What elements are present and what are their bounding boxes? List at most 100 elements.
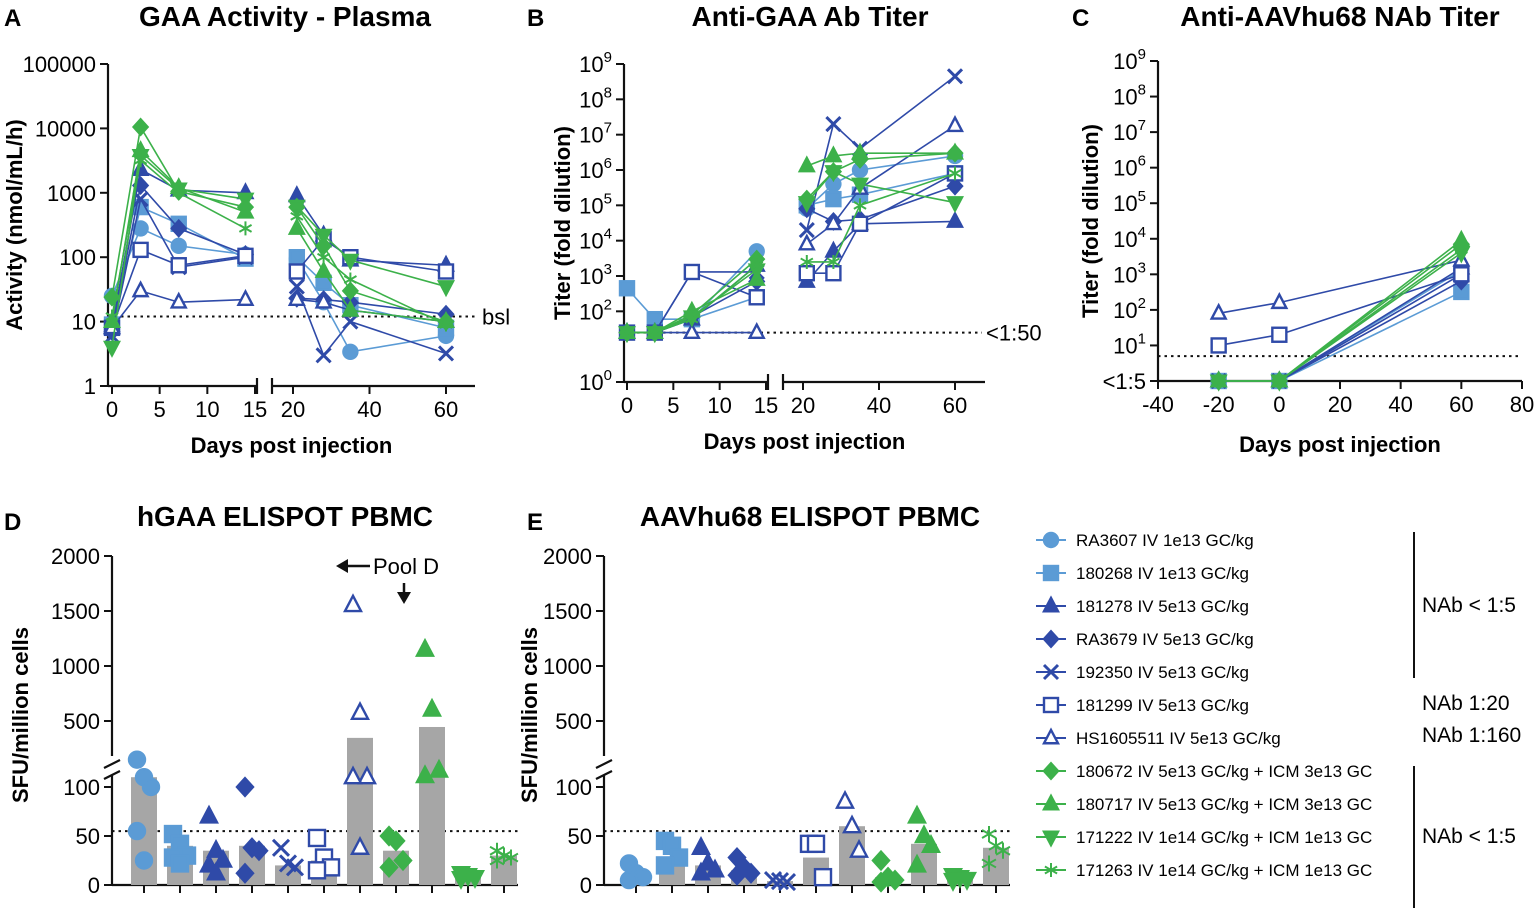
- legend-marker-181299: [1042, 696, 1060, 714]
- legend-label: 180672 IV 5e13 GC/kg + ICM 3e13 GC: [1076, 762, 1372, 781]
- y-tick-label: 1000: [543, 654, 592, 679]
- bar-180717: [419, 726, 445, 885]
- y-tick-label: 106: [1113, 153, 1146, 181]
- point-171263: [995, 842, 1011, 859]
- point-180268: [618, 280, 636, 297]
- point-171263: [648, 325, 662, 340]
- point-181278: [705, 858, 725, 878]
- point-181299: [813, 867, 833, 887]
- axis-break-mark: [103, 770, 121, 780]
- point-171222: [851, 177, 869, 195]
- y-tick-label: 102: [579, 296, 612, 324]
- legend-label: RA3607 IV 1e13 GC/kg: [1076, 531, 1254, 550]
- point-192350: [271, 838, 291, 857]
- point-171263: [317, 250, 331, 265]
- nab-group-label: NAb < 1:5: [1422, 825, 1516, 848]
- point-171263: [172, 185, 186, 200]
- y-tick-label: <1:5: [1103, 369, 1146, 394]
- point-181299: [683, 263, 701, 281]
- x-tick-label: 15: [243, 397, 267, 422]
- y-tick-label: 105: [1113, 188, 1146, 216]
- x-tick-label: 60: [1449, 392, 1473, 417]
- point-192350: [288, 278, 305, 295]
- series-line-171263: [296, 215, 447, 326]
- point-180672: [871, 849, 891, 872]
- point-HS1605511: [131, 280, 150, 298]
- series-line-HS1605511: [806, 124, 956, 245]
- y-tick-label: 1000: [47, 181, 96, 206]
- y-tick-label: 10000: [35, 116, 96, 141]
- x-tick-label: 60: [943, 393, 967, 418]
- legend-label: 192350 IV 5e13 GC/kg: [1076, 663, 1249, 682]
- y-tick-label: 100: [555, 775, 592, 800]
- point-171263: [948, 166, 962, 181]
- series-line-181278: [1218, 267, 1462, 382]
- arrow-left-head: [336, 559, 348, 573]
- y-tick-label: 100: [63, 775, 100, 800]
- y-tick-label: 107: [579, 120, 612, 148]
- panel-title: Anti-GAA Ab Titer: [692, 1, 929, 32]
- point-HS1605511: [343, 593, 363, 613]
- point-192350: [798, 221, 815, 239]
- x-axis-label: Days post injection: [704, 429, 906, 454]
- point-HS1605511: [682, 321, 701, 340]
- point-HS1605511: [314, 291, 333, 309]
- point-180717: [797, 155, 816, 173]
- point-192350: [342, 313, 359, 330]
- panel-letter: E: [527, 509, 543, 536]
- y-tick-label: 104: [579, 226, 612, 254]
- panel-C: C Anti-AAVhu68 NAb Titer -40 -20 0 20 40 60 80 Da…: [1072, 1, 1534, 457]
- point-HS1605511: [835, 789, 855, 809]
- series-line-181278: [806, 220, 956, 283]
- legend-label: 181299 IV 5e13 GC/kg: [1076, 696, 1249, 715]
- point-171222: [437, 280, 455, 298]
- point-171222: [236, 192, 255, 210]
- point-180672: [386, 830, 406, 852]
- point-171263: [981, 855, 997, 872]
- point-181278: [199, 804, 219, 824]
- nab-group-label: NAb 1:20: [1422, 692, 1510, 715]
- point-192350: [437, 345, 455, 362]
- point-171263: [750, 258, 764, 273]
- point-181278: [213, 848, 233, 868]
- legend-marker-RA3679: [1042, 629, 1060, 649]
- point-171222: [824, 165, 843, 183]
- point-HS1605511: [842, 814, 862, 834]
- series-line-180268: [806, 172, 956, 207]
- point-180717: [415, 764, 435, 784]
- y-tick-label: 103: [1113, 259, 1146, 287]
- point-171263: [343, 272, 357, 287]
- legend-label: 171222 IV 1e14 GC/kg + ICM 1e13 GC: [1076, 828, 1372, 847]
- y-tick-label: 109: [1113, 46, 1146, 74]
- legend-label: 180717 IV 5e13 GC/kg + ICM 3e13 GC: [1076, 795, 1372, 814]
- point-RA3679: [170, 218, 188, 238]
- panel-A: A GAA Activity - Plasma 0 5 10 15 20 40 60 Days p…: [2, 1, 510, 458]
- x-tick-label: -20: [1203, 392, 1235, 417]
- y-tick-label: 10: [72, 310, 96, 335]
- series-line-180268: [626, 287, 757, 320]
- point-180672: [393, 849, 413, 872]
- x-tick-label: 10: [195, 397, 219, 422]
- y-axis-label: SFU/million cells: [8, 627, 33, 803]
- point-181278: [206, 861, 226, 881]
- x-tick-label: 15: [754, 393, 778, 418]
- legend-label: 181278 IV 5e13 GC/kg: [1076, 597, 1249, 616]
- y-tick-label: 104: [1113, 224, 1146, 252]
- x-tick-label: 0: [106, 397, 118, 422]
- point-180717: [921, 834, 941, 853]
- point-171222: [103, 340, 121, 358]
- point-171263: [439, 317, 453, 332]
- point-180717: [314, 260, 333, 278]
- point-181299: [1453, 266, 1470, 283]
- panel-B: B Anti-GAA Ab Titer 0 5 10 15 20 40 60 Days post …: [527, 1, 1042, 454]
- nab-group-label: NAb < 1:5: [1422, 594, 1516, 617]
- series-line-192350: [111, 196, 246, 337]
- point-171263: [620, 325, 634, 340]
- point-171263: [489, 852, 505, 869]
- legend-label: RA3679 IV 5e13 GC/kg: [1076, 630, 1254, 649]
- reference-label: <1:50: [986, 321, 1042, 346]
- legend-label: 180268 IV 1e13 GC/kg: [1076, 564, 1249, 583]
- series-line-RA3679: [111, 183, 246, 332]
